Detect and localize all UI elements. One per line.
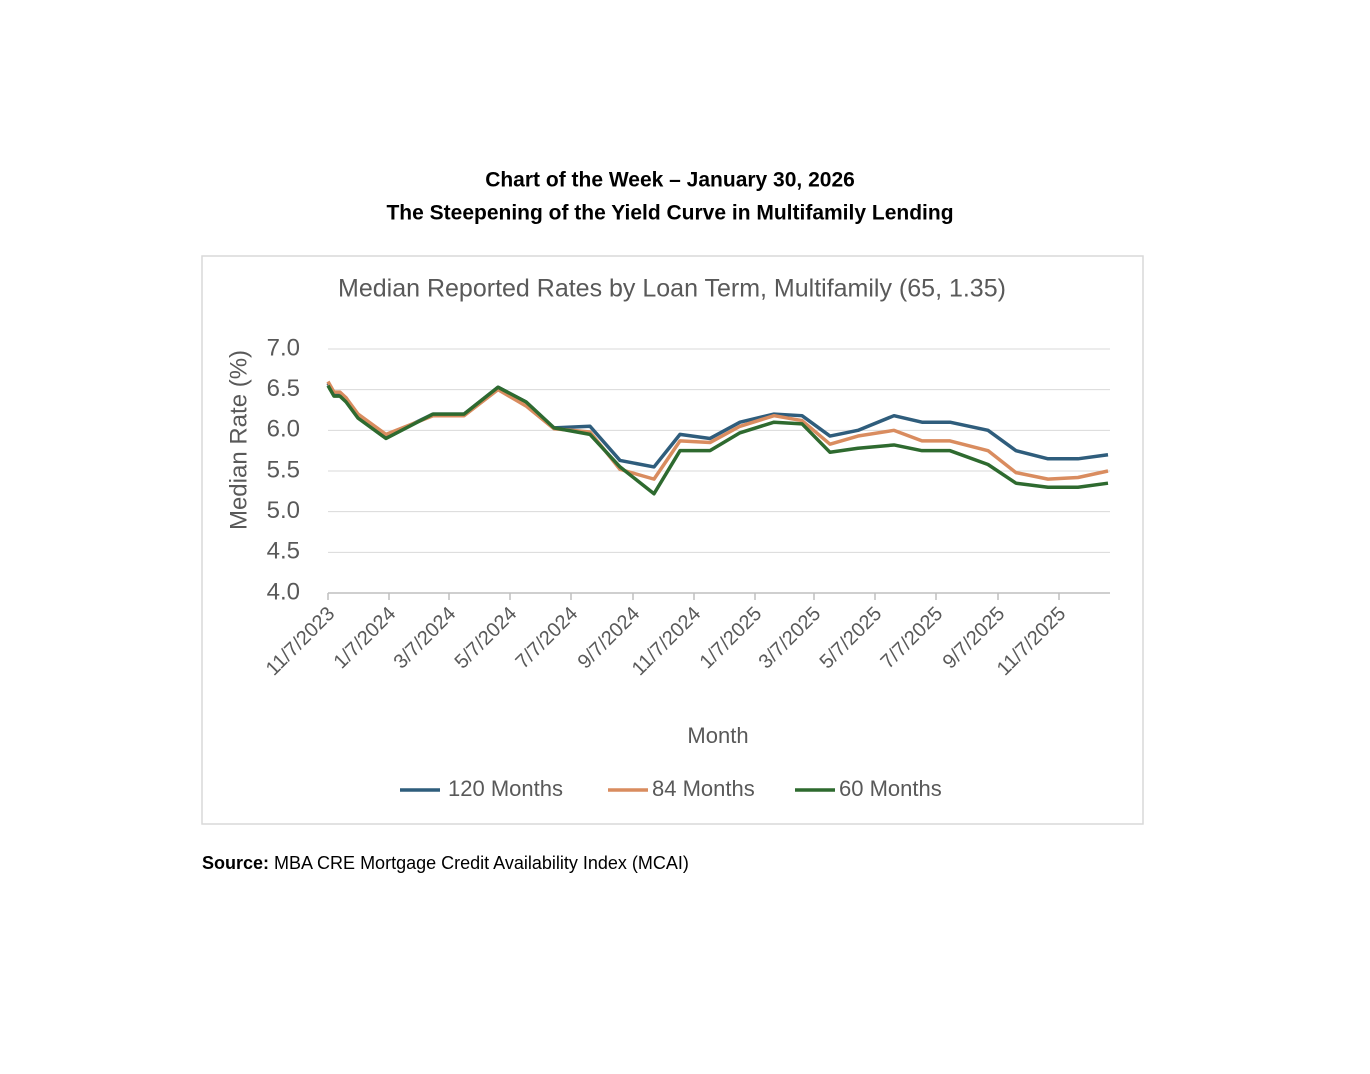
chart-frame xyxy=(201,255,1144,825)
x-axis-label: Month xyxy=(687,723,748,748)
legend-label: 120 Months xyxy=(448,776,563,801)
page-subtitle: The Steepening of the Yield Curve in Mul… xyxy=(386,202,953,225)
y-tick-label: 7.0 xyxy=(267,334,300,361)
legend-label: 60 Months xyxy=(839,776,942,801)
y-tick-label: 6.5 xyxy=(267,375,300,402)
chart-title: Median Reported Rates by Loan Term, Mult… xyxy=(338,275,1006,303)
series-line xyxy=(326,384,1109,496)
y-tick-label: 6.0 xyxy=(267,416,300,443)
series-line xyxy=(326,380,1109,481)
page-title: Chart of the Week – January 30, 2026 xyxy=(485,169,855,192)
y-axis-label: Median Rate (%) xyxy=(225,350,252,530)
legend-label: 84 Months xyxy=(652,776,755,801)
y-tick-label: 4.5 xyxy=(267,538,300,565)
y-tick-label: 4.0 xyxy=(267,578,300,605)
y-tick-label: 5.5 xyxy=(267,456,300,483)
source-note: Source: MBA CRE Mortgage Credit Availabi… xyxy=(202,853,689,873)
y-tick-label: 5.0 xyxy=(267,497,300,524)
source-text: MBA CRE Mortgage Credit Availability Ind… xyxy=(274,853,689,873)
source-label: Source: xyxy=(202,853,269,873)
